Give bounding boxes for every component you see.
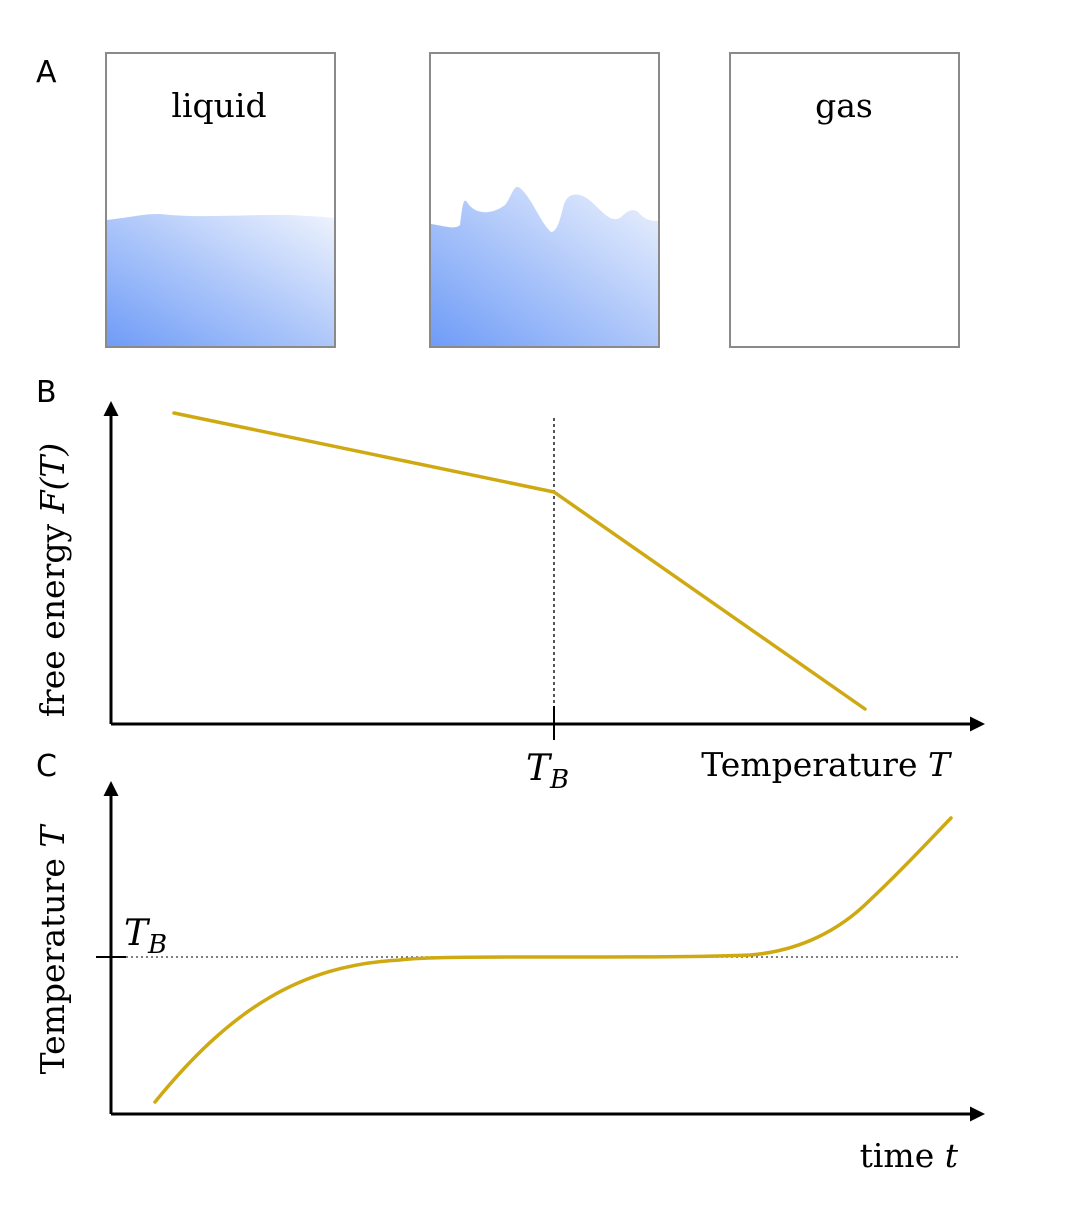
liquid-box: liquid [105, 52, 336, 348]
b-tb-subscript: B [549, 765, 569, 795]
panel-a-label: A [36, 55, 57, 90]
b-tb-tick-label: TB [526, 748, 569, 795]
b-free-energy-curve [172, 411, 867, 711]
c-temperature-curve [153, 816, 953, 1104]
gas-container [729, 52, 960, 348]
b-x-axis-label: Temperature T [701, 745, 953, 784]
gas-caption: gas [815, 86, 873, 125]
panel-a: A liquid gas [36, 52, 960, 348]
c-x-axis-label-text: time [860, 1136, 945, 1175]
boiling-box [429, 52, 660, 348]
c-x-axis-label-symbol: t [945, 1136, 959, 1175]
c-tb-symbol: T [124, 913, 151, 954]
c-x-axis-label: time t [860, 1136, 959, 1175]
b-x-axis-label-symbol: T [928, 745, 953, 784]
liquid-caption: liquid [171, 86, 266, 125]
panel-c-label: C [36, 749, 57, 784]
c-tb-tick-label: TB [124, 913, 167, 960]
liquid-water [107, 213, 334, 346]
boiling-water [431, 186, 658, 346]
b-y-axis-label-symbol: F(T) [33, 443, 72, 515]
panel-b: B free energy F(T) Temperature T TB [33, 375, 985, 795]
c-y-axis-label-text: Temperature [33, 848, 72, 1075]
c-y-axis-label: Temperature T [33, 823, 72, 1075]
b-y-axis-label-text: free energy [33, 513, 72, 717]
gas-box: gas [729, 52, 960, 348]
b-tb-symbol: T [526, 748, 553, 789]
c-y-axis-label-symbol: T [33, 823, 72, 848]
panel-b-label: B [36, 375, 57, 410]
b-x-axis-label-text: Temperature [701, 745, 928, 784]
c-tb-subscript: B [147, 930, 167, 960]
b-y-axis-label: free energy F(T) [33, 443, 72, 718]
panel-c: C Temperature T time t TB [33, 749, 985, 1175]
